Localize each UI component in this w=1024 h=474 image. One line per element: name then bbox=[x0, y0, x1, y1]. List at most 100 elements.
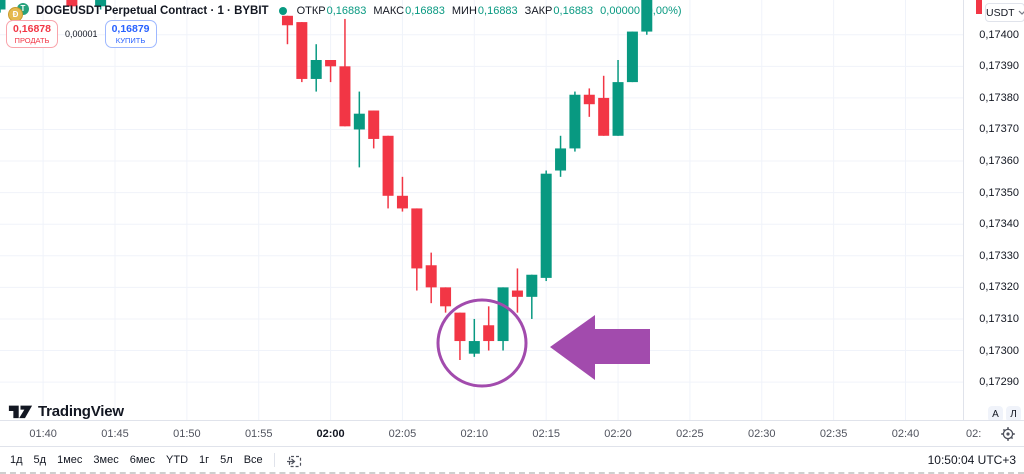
currency-label: USDT bbox=[986, 6, 1015, 19]
candle-01:37 bbox=[0, 0, 6, 13]
sell-price: 0,16878 bbox=[13, 23, 51, 35]
buy-label: КУПИТЬ bbox=[115, 35, 146, 45]
candle-02:20 bbox=[612, 60, 624, 136]
range-button-Все[interactable]: Все bbox=[243, 454, 263, 466]
ohlc-values: ОТКР 0,16883 МАКС 0,16883 МИН 0,16883 ЗАКР 0… bbox=[297, 5, 682, 17]
price-axis-label: 0,17360 bbox=[979, 155, 1019, 168]
tradingview-mark-icon bbox=[8, 405, 33, 419]
time-axis-label: 02:20 bbox=[604, 428, 632, 440]
log-scale-button[interactable]: Л bbox=[1006, 406, 1021, 422]
range-button-1д[interactable]: 1д bbox=[10, 454, 23, 466]
price-axis-label: 0,17340 bbox=[979, 218, 1019, 231]
candle-02:19 bbox=[598, 75, 610, 136]
time-axis-label: 01:45 bbox=[101, 428, 129, 440]
time-axis-label: 02:30 bbox=[748, 428, 776, 440]
chart-canvas[interactable] bbox=[0, 0, 963, 420]
time-axis-label: 01:40 bbox=[29, 428, 57, 440]
candle-02:13 bbox=[511, 268, 523, 313]
low-label: МИН bbox=[451, 5, 477, 17]
time-axis-label: 02:05 bbox=[388, 428, 417, 440]
price-axis-label: 0,17400 bbox=[979, 28, 1019, 41]
sell-button[interactable]: 0,16878 ПРОДАТЬ bbox=[6, 20, 58, 48]
candle-02:05 bbox=[396, 176, 408, 212]
candle-02:09 bbox=[454, 312, 466, 360]
candle-02:12 bbox=[497, 287, 509, 351]
candle-02:07 bbox=[425, 252, 437, 304]
price-axis-label: 0,17320 bbox=[979, 281, 1019, 294]
price-axis-label: 0,17300 bbox=[979, 344, 1019, 357]
annotation-circle[interactable] bbox=[436, 298, 528, 388]
buy-button[interactable]: 0,16879 КУПИТЬ bbox=[104, 20, 157, 48]
price-axis[interactable]: USDT 0,17400 0,17390 0,17380 0,17370 0,17360… bbox=[963, 0, 1024, 446]
candle-02:15 bbox=[540, 170, 552, 282]
chart-pane[interactable] bbox=[0, 0, 963, 420]
clock-label[interactable]: 10:50:04 UTC+3 bbox=[927, 453, 1016, 467]
go-to-date-icon[interactable] bbox=[286, 452, 303, 469]
auto-scale-button[interactable]: А bbox=[988, 406, 1003, 422]
symbol-logo: T Ð bbox=[8, 2, 30, 22]
candle-02:02 bbox=[353, 91, 365, 168]
chevron-down-icon bbox=[1018, 10, 1024, 15]
close-value: 0,16883 bbox=[553, 5, 594, 17]
bottom-toolbar: 1д 5д 1мес 3мес 6мес YTD 1г 5л Все 10:50:04 UTC+… bbox=[0, 446, 1024, 474]
price-axis-label: 0,17390 bbox=[979, 60, 1019, 73]
order-buttons: 0,16878 ПРОДАТЬ 0,00001 0,16879 КУПИТЬ bbox=[6, 20, 157, 48]
bottom-edge-dashes bbox=[0, 472, 1024, 474]
time-axis-label: 02:40 bbox=[891, 428, 920, 440]
price-axis-label: 0,17290 bbox=[979, 376, 1019, 389]
price-axis-label: 0,17370 bbox=[979, 123, 1019, 136]
range-button-3мес[interactable]: 3мес bbox=[93, 454, 119, 466]
range-button-6мес[interactable]: 6мес bbox=[129, 454, 156, 466]
candle-01:57 bbox=[281, 15, 293, 45]
range-button-YTD[interactable]: YTD bbox=[166, 454, 189, 466]
annotation-arrow-left[interactable] bbox=[550, 315, 650, 380]
candle-02:11 bbox=[483, 306, 495, 351]
range-button-1г[interactable]: 1г bbox=[199, 454, 210, 466]
candle-02:14 bbox=[526, 274, 538, 319]
time-axis-label: 02:15 bbox=[532, 428, 560, 440]
range-selector: 1д 5д 1мес 3мес 6мес YTD 1г 5л Все bbox=[10, 447, 303, 473]
close-label: ЗАКР bbox=[524, 5, 553, 17]
time-axis-label: 01:50 bbox=[173, 428, 201, 440]
range-button-1мес[interactable]: 1мес bbox=[57, 454, 83, 466]
candle-02:17 bbox=[569, 91, 581, 152]
candle-02:18 bbox=[583, 88, 595, 117]
time-axis-label: 01:55 bbox=[244, 428, 273, 440]
divider bbox=[273, 453, 275, 467]
range-button-5д[interactable]: 5д bbox=[33, 454, 47, 466]
candle-02:00 bbox=[325, 60, 337, 83]
open-label: ОТКР bbox=[296, 5, 326, 17]
high-label: МАКС bbox=[373, 5, 405, 17]
price-axis-label: 0,17330 bbox=[979, 249, 1019, 262]
candle-02:10 bbox=[468, 318, 480, 357]
time-axis-label: 02:00 bbox=[316, 428, 345, 440]
time-axis-label: 02:25 bbox=[676, 428, 704, 440]
gridlines bbox=[0, 0, 963, 420]
market-status-dot-icon[interactable] bbox=[278, 7, 287, 15]
high-value: 0,16883 bbox=[405, 5, 445, 17]
candle-02:21 bbox=[626, 31, 638, 83]
range-button-5л[interactable]: 5л bbox=[220, 454, 233, 466]
currency-dropdown[interactable]: USDT bbox=[985, 3, 1024, 22]
timezone-gear-icon[interactable] bbox=[1000, 426, 1016, 442]
time-axis[interactable]: 01:40 01:45 01:50 01:55 02:00 02:05 02:10 02:15… bbox=[0, 420, 1024, 447]
time-axis-label: 02:10 bbox=[460, 428, 489, 440]
candle-02:03 bbox=[368, 110, 380, 149]
candle-02:08 bbox=[440, 287, 452, 313]
spread-value: 0,00001 bbox=[65, 29, 98, 39]
candle-02:16 bbox=[555, 135, 567, 177]
symbol-legend: T Ð DOGEUSDT Perpetual Contract · 1 · BY… bbox=[8, 2, 682, 22]
candle-01:42 bbox=[66, 0, 78, 10]
candle-02:04 bbox=[382, 135, 394, 209]
symbol-title[interactable]: DOGEUSDT Perpetual Contract · 1 · BYBIT bbox=[36, 5, 269, 17]
tradingview-logo[interactable]: TradingView bbox=[8, 402, 124, 420]
time-axis-label: 02:35 bbox=[819, 428, 848, 440]
candle-01:44 bbox=[95, 0, 107, 10]
price-axis-label: 0,17310 bbox=[979, 312, 1019, 325]
change-value: 0,00000 (0,00%) bbox=[600, 5, 682, 17]
candle-01:59 bbox=[310, 44, 322, 92]
open-value: 0,16883 bbox=[326, 5, 367, 17]
tradingview-logo-text: TradingView bbox=[38, 402, 124, 420]
price-axis-label: 0,17350 bbox=[979, 186, 1019, 199]
